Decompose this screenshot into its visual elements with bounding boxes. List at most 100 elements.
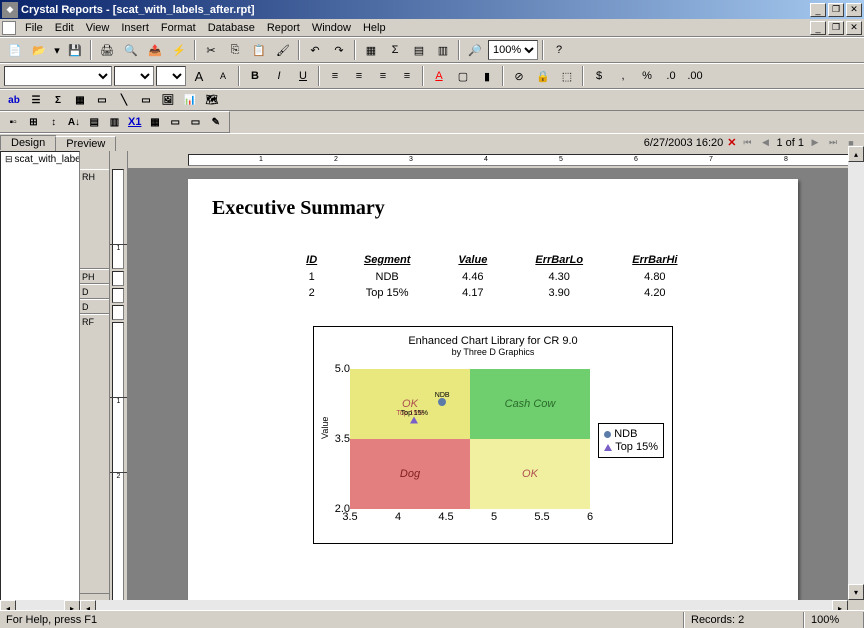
copy-icon[interactable]: ⎘ xyxy=(224,39,246,61)
increase-font-icon[interactable]: A xyxy=(188,65,210,87)
currency-icon[interactable]: $ xyxy=(588,65,610,87)
group-expert-icon[interactable]: ⊞ xyxy=(24,113,42,131)
menu-database[interactable]: Database xyxy=(202,21,261,35)
preview-icon[interactable]: 🔍 xyxy=(120,39,142,61)
select-expert-icon[interactable]: ▥ xyxy=(432,39,454,61)
group-sort-expert-icon[interactable]: ↕ xyxy=(45,113,63,131)
align-left-icon[interactable]: ≡ xyxy=(324,65,346,87)
lock-format-icon[interactable]: 🔒 xyxy=(532,65,554,87)
font-select[interactable] xyxy=(114,66,154,86)
tab-preview[interactable]: Preview xyxy=(55,136,116,151)
menu-edit[interactable]: Edit xyxy=(49,21,80,35)
olap-expert-icon[interactable]: ▦ xyxy=(146,113,164,131)
maximize-button[interactable]: ❐ xyxy=(828,3,844,17)
refresh-icon[interactable]: ⚡ xyxy=(168,39,190,61)
select-expert2-icon[interactable]: ▤ xyxy=(85,113,103,131)
template-expert-icon[interactable]: ▭ xyxy=(166,113,184,131)
doc-close-button[interactable]: ✕ xyxy=(846,21,862,35)
section-d1[interactable]: D xyxy=(80,284,109,299)
menu-format[interactable]: Format xyxy=(155,21,202,35)
scroll-up-icon[interactable]: ▴ xyxy=(848,146,864,162)
design-vscroll[interactable]: ▴ ▾ xyxy=(848,146,864,600)
picture-icon[interactable]: 🖼 xyxy=(158,91,178,109)
decrease-decimals-icon[interactable]: .00 xyxy=(684,65,706,87)
close-button[interactable]: ✕ xyxy=(846,3,862,17)
design-area[interactable]: 1 2 3 4 5 6 7 8 Executive Summary ID Seg… xyxy=(128,151,864,620)
cross-tab-icon[interactable]: ▦ xyxy=(70,91,90,109)
section-d2[interactable]: D xyxy=(80,299,109,314)
border-icon[interactable]: ▢ xyxy=(452,65,474,87)
nav-prev-icon[interactable]: ◀ xyxy=(758,136,772,150)
format-painter-icon[interactable]: 🖌 xyxy=(272,39,294,61)
save-icon[interactable]: 💾 xyxy=(64,39,86,61)
tab-design[interactable]: Design xyxy=(0,135,56,150)
menu-view[interactable]: View xyxy=(80,21,116,35)
percent-icon[interactable]: % xyxy=(636,65,658,87)
decrease-font-icon[interactable]: A xyxy=(212,65,234,87)
chart-insert-icon[interactable]: 📊 xyxy=(180,91,200,109)
scroll-down-icon[interactable]: ▾ xyxy=(848,584,864,600)
suppress-icon[interactable]: ⊘ xyxy=(508,65,530,87)
open-icon[interactable]: 📂 xyxy=(28,39,50,61)
zoom-select[interactable]: 100% xyxy=(488,40,538,60)
help-icon[interactable]: ? xyxy=(548,39,570,61)
increase-decimals-icon[interactable]: .0 xyxy=(660,65,682,87)
insert-summary-icon[interactable]: Σ xyxy=(384,39,406,61)
fontsize-select[interactable] xyxy=(156,66,186,86)
record-sort-icon[interactable]: A↓ xyxy=(65,113,83,131)
redo-icon[interactable]: ↷ xyxy=(328,39,350,61)
section-expert2-icon[interactable]: ▥ xyxy=(105,113,123,131)
font-color-icon[interactable]: A xyxy=(428,65,450,87)
bold-icon[interactable]: B xyxy=(244,65,266,87)
text-object-icon[interactable]: ab xyxy=(4,91,24,109)
section-rf[interactable]: RF xyxy=(80,314,109,594)
nav-first-icon[interactable]: ⏮ xyxy=(740,136,754,150)
group-icon[interactable]: ▦ xyxy=(360,39,382,61)
align-center-icon[interactable]: ≡ xyxy=(348,65,370,87)
align-justify-icon[interactable]: ≡ xyxy=(396,65,418,87)
menu-file[interactable]: File xyxy=(19,21,49,35)
section-expert-icon[interactable]: ▤ xyxy=(408,39,430,61)
chart[interactable]: Enhanced Chart Library for CR 9.0 by Thr… xyxy=(313,326,673,544)
italic-icon[interactable]: I xyxy=(268,65,290,87)
align-right-icon[interactable]: ≡ xyxy=(372,65,394,87)
fill-color-icon[interactable]: ▮ xyxy=(476,65,498,87)
find-icon[interactable]: 🔎 xyxy=(464,39,486,61)
menu-help[interactable]: Help xyxy=(357,21,392,35)
style-select[interactable] xyxy=(4,66,112,86)
section-ph[interactable]: PH xyxy=(80,269,109,284)
doc-restore-button[interactable]: ❐ xyxy=(828,21,844,35)
formula-workshop-icon[interactable]: X1 xyxy=(126,113,144,131)
group-insert-icon[interactable]: ☰ xyxy=(26,91,46,109)
menu-insert[interactable]: Insert xyxy=(115,21,155,35)
database-expert-icon[interactable]: ▪▫ xyxy=(4,113,22,131)
print-icon[interactable]: 🖨 xyxy=(96,39,118,61)
underline-icon[interactable]: U xyxy=(292,65,314,87)
export-icon[interactable]: 📤 xyxy=(144,39,166,61)
cut-icon[interactable]: ✂ xyxy=(200,39,222,61)
tree-item[interactable]: scat_with_label xyxy=(1,152,79,167)
subreport-icon[interactable]: ▭ xyxy=(92,91,112,109)
map-icon[interactable]: 🗺 xyxy=(202,91,222,109)
lock-size-icon[interactable]: ⬚ xyxy=(556,65,578,87)
highlighting-icon[interactable]: ✎ xyxy=(207,113,225,131)
close-preview-icon[interactable]: ✕ xyxy=(727,136,736,149)
open-dropdown-icon[interactable]: ▾ xyxy=(52,39,62,61)
nav-last-icon[interactable]: ⏭ xyxy=(826,136,840,150)
section-rh[interactable]: RH xyxy=(80,169,109,269)
menu-window[interactable]: Window xyxy=(306,21,357,35)
summary-insert-icon[interactable]: Σ xyxy=(48,91,68,109)
menu-report[interactable]: Report xyxy=(261,21,306,35)
format-expert-icon[interactable]: ▭ xyxy=(186,113,204,131)
box-icon[interactable]: ▭ xyxy=(136,91,156,109)
doc-minimize-button[interactable]: _ xyxy=(810,21,826,35)
new-icon[interactable]: 📄 xyxy=(4,39,26,61)
plot-area: OK Top 15% Cash Cow Dog OK NDBTop 15% xyxy=(350,369,590,509)
nav-next-icon[interactable]: ▶ xyxy=(808,136,822,150)
group-tree[interactable]: scat_with_label xyxy=(0,151,80,620)
paste-icon[interactable]: 📋 xyxy=(248,39,270,61)
line-icon[interactable]: ╲ xyxy=(114,91,134,109)
undo-icon[interactable]: ↶ xyxy=(304,39,326,61)
minimize-button[interactable]: _ xyxy=(810,3,826,17)
thousands-icon[interactable]: , xyxy=(612,65,634,87)
